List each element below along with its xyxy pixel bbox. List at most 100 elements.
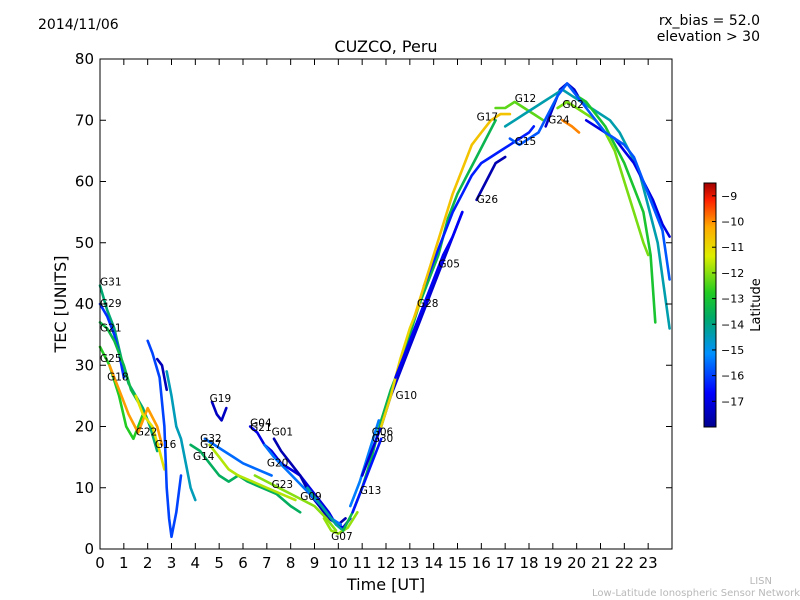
series-g-b-trace <box>165 370 197 502</box>
footer-lisn: LISN <box>749 576 772 587</box>
colorbar-tick-label-13: −13 <box>721 293 744 306</box>
series-g17-trace <box>413 112 512 318</box>
elevation-label: elevation > 30 <box>656 29 760 45</box>
x-tick-label-19: 19 <box>543 554 562 572</box>
x-axis-label: Time [UT] <box>346 575 425 594</box>
satellite-label-g15: G15 <box>515 136 537 148</box>
satellite-label-g04: G04 <box>250 418 272 430</box>
colorbar-tick-label-10: −10 <box>721 216 744 229</box>
chart-title: CUZCO, Peru <box>334 37 437 56</box>
satellite-label-g10: G10 <box>396 390 418 402</box>
x-tick-label-21: 21 <box>591 554 610 572</box>
x-tick-label-16: 16 <box>472 554 491 572</box>
x-tick-label-10: 10 <box>329 554 348 572</box>
x-tick-label-8: 8 <box>286 554 296 572</box>
x-tick-label-11: 11 <box>353 554 372 572</box>
satellite-label-g12: G12 <box>515 93 537 105</box>
satellite-label-g02: G02 <box>562 99 584 111</box>
x-tick-label-14: 14 <box>424 554 443 572</box>
satellite-label-g27: G27 <box>200 439 222 451</box>
y-axis-label: TEC [UNITS] <box>51 256 70 354</box>
colorbar-tick-label-11: −11 <box>721 241 744 254</box>
colorbar-tick-label-17: −17 <box>721 395 744 408</box>
x-tick-label-9: 9 <box>310 554 320 572</box>
series-g32-trace <box>203 437 273 477</box>
series-g19-trace <box>210 400 228 422</box>
x-tick-label-17: 17 <box>496 554 515 572</box>
x-tick-label-12: 12 <box>376 554 395 572</box>
date-label: 2014/11/06 <box>38 17 119 33</box>
x-tick-label-6: 6 <box>238 554 248 572</box>
x-tick-label-20: 20 <box>567 554 586 572</box>
series-g25-trace <box>98 345 145 441</box>
satellite-label-g17: G17 <box>477 111 499 123</box>
footer-network: Low-Latitude Ionospheric Sensor Network <box>592 588 800 599</box>
y-tick-label-70: 70 <box>75 111 94 129</box>
x-tick-label-5: 5 <box>214 554 224 572</box>
series-g-d-trace <box>584 119 671 238</box>
x-tick-label-15: 15 <box>448 554 467 572</box>
y-tick-label-50: 50 <box>75 234 94 252</box>
series-g05-trace <box>394 210 464 379</box>
y-axis: 0 10 20 30 40 50 60 70 80 <box>75 50 672 558</box>
series-g30-trace <box>351 437 383 514</box>
x-tick-label-7: 7 <box>262 554 272 572</box>
series-g-a-trace <box>155 357 168 392</box>
satellite-label-g32: G32 <box>200 433 222 445</box>
satellite-label-g21: G21 <box>100 323 122 335</box>
satellite-label-g24: G24 <box>548 114 570 126</box>
series-g16-trace <box>146 339 183 539</box>
colorbar-label: Latitude <box>749 278 764 332</box>
satellite-label-g31: G31 <box>100 277 122 289</box>
colorbar-tick-label-16: −16 <box>721 370 744 383</box>
y-tick-label-80: 80 <box>75 50 94 68</box>
x-tick-label-2: 2 <box>143 554 153 572</box>
satellite-label-g21: G21 <box>250 422 272 434</box>
x-tick-label-4: 4 <box>191 554 201 572</box>
series-g-c-trace <box>503 88 671 330</box>
series-g28-trace <box>379 302 421 428</box>
x-tick-label-3: 3 <box>167 554 177 572</box>
series-g12-trace <box>494 100 545 122</box>
satellite-label-g28: G28 <box>417 298 439 310</box>
x-axis: 0 1 2 3 4 5 6 7 8 9 10 11 12 13 14 15 16 17 18 19 20 21 22 23 <box>95 59 658 572</box>
y-tick-label-0: 0 <box>84 540 94 558</box>
x-tick-label-22: 22 <box>615 554 634 572</box>
x-tick-label-13: 13 <box>400 554 419 572</box>
satellite-label-g14: G14 <box>193 451 215 463</box>
satellite-label-g22: G22 <box>136 427 158 439</box>
y-tick-label-30: 30 <box>75 356 94 374</box>
satellite-label-g19: G19 <box>210 393 232 405</box>
satellite-label-g29: G29 <box>100 298 122 310</box>
colorbar: −9 −10 −11 −12 −13 −14 −15 −16 −17 Latitude <box>703 182 764 428</box>
x-tick-label-18: 18 <box>519 554 538 572</box>
satellite-label-g26: G26 <box>477 194 499 206</box>
colorbar-gradient <box>703 182 717 428</box>
satellite-label-g23: G23 <box>272 479 294 491</box>
rx-bias-label: rx_bias = 52.0 <box>658 13 760 29</box>
series-g-f-trace <box>561 119 581 134</box>
y-tick-label-10: 10 <box>75 479 94 497</box>
y-tick-label-60: 60 <box>75 173 94 191</box>
series-g09-trace <box>306 486 345 532</box>
satellite-label-g01: G01 <box>272 427 294 439</box>
series-g21-trace <box>98 321 140 404</box>
satellite-label-g25: G25 <box>100 353 122 365</box>
colorbar-ticks: −9 −10 −11 −12 −13 −14 −15 −16 −17 <box>712 190 744 408</box>
colorbar-tick-label-12: −12 <box>721 267 744 280</box>
satellite-label-g06: G06 <box>372 427 394 439</box>
satellite-label-g30: G30 <box>372 433 394 445</box>
satellite-label-g09: G09 <box>300 491 322 503</box>
series-g07-trace <box>322 510 359 536</box>
satellite-label-g07: G07 <box>331 531 353 543</box>
x-tick-label-1: 1 <box>119 554 129 572</box>
series-g23-trace <box>253 474 338 532</box>
series-g15-trace <box>422 125 536 287</box>
series-g22-trace <box>134 394 166 471</box>
satellite-label-g18: G18 <box>107 372 128 384</box>
colorbar-tick-label-9: −9 <box>721 190 737 203</box>
x-tick-label-0: 0 <box>95 554 105 572</box>
series-g-e-trace <box>575 94 657 324</box>
